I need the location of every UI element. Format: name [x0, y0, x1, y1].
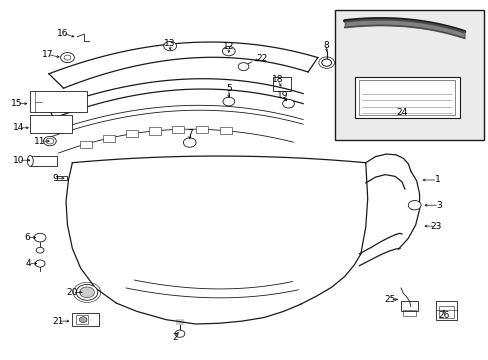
Text: 17: 17: [42, 50, 54, 59]
Circle shape: [282, 99, 294, 108]
Bar: [30, 156, 57, 166]
Text: 23: 23: [429, 222, 441, 231]
Circle shape: [222, 46, 235, 56]
Circle shape: [79, 317, 87, 323]
Bar: [334, 10, 483, 140]
Circle shape: [183, 138, 196, 147]
Text: 1: 1: [434, 175, 440, 184]
Circle shape: [36, 247, 44, 253]
Text: 6: 6: [24, 233, 30, 242]
Circle shape: [321, 59, 331, 66]
Circle shape: [238, 63, 248, 71]
Bar: [220, 127, 231, 134]
Circle shape: [163, 41, 176, 51]
Circle shape: [223, 97, 234, 106]
Text: 19: 19: [276, 91, 288, 100]
Circle shape: [407, 201, 420, 210]
Text: 14: 14: [13, 123, 24, 132]
Bar: [403, 310, 415, 316]
Text: 26: 26: [437, 310, 449, 320]
Text: 22: 22: [255, 54, 267, 63]
Text: 18: 18: [271, 76, 283, 85]
Bar: [149, 127, 161, 135]
Circle shape: [61, 53, 74, 63]
Bar: [72, 313, 99, 326]
Circle shape: [175, 330, 184, 337]
Circle shape: [76, 284, 98, 300]
Text: 9: 9: [52, 174, 58, 183]
Circle shape: [34, 233, 46, 242]
Text: 11: 11: [34, 136, 46, 145]
Text: 21: 21: [52, 317, 63, 325]
Bar: [172, 126, 184, 133]
Bar: [76, 315, 88, 324]
Circle shape: [43, 136, 56, 146]
Bar: [400, 301, 417, 311]
Ellipse shape: [27, 156, 33, 166]
Text: 3: 3: [435, 201, 441, 210]
Text: 25: 25: [384, 295, 395, 304]
Text: 13: 13: [164, 40, 176, 49]
Bar: [196, 126, 207, 133]
Bar: [359, 80, 454, 115]
Bar: [272, 77, 291, 91]
Bar: [102, 135, 114, 142]
Text: 16: 16: [57, 29, 68, 37]
Text: 4: 4: [25, 259, 31, 268]
Bar: [80, 140, 91, 148]
Text: 24: 24: [395, 108, 407, 117]
Text: 12: 12: [223, 42, 234, 51]
Bar: [30, 91, 86, 112]
Bar: [435, 301, 456, 320]
Text: 15: 15: [11, 99, 23, 108]
Bar: [354, 77, 459, 118]
Circle shape: [80, 287, 94, 298]
Text: 5: 5: [225, 84, 231, 93]
Circle shape: [35, 260, 45, 267]
Bar: [125, 130, 137, 138]
Bar: [30, 115, 72, 133]
Text: 20: 20: [66, 288, 78, 297]
Text: 2: 2: [172, 333, 178, 342]
Text: 10: 10: [13, 156, 24, 165]
Text: 8: 8: [323, 40, 329, 49]
Text: 7: 7: [186, 129, 192, 138]
Bar: [438, 306, 453, 318]
